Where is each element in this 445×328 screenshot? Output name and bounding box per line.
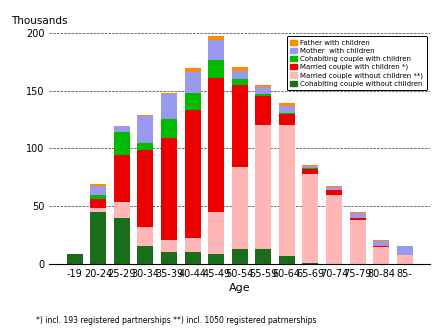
Bar — [373, 247, 389, 264]
Bar — [208, 212, 224, 254]
Bar — [303, 166, 319, 168]
Bar — [255, 85, 271, 87]
Bar — [373, 241, 389, 246]
Bar — [373, 240, 389, 241]
Bar — [208, 36, 224, 40]
Bar — [185, 238, 201, 252]
Bar — [90, 195, 106, 199]
Bar — [303, 169, 319, 174]
Bar — [232, 85, 248, 167]
X-axis label: Age: Age — [229, 283, 251, 293]
Bar — [208, 78, 224, 212]
Bar — [326, 195, 342, 264]
Bar — [161, 252, 177, 264]
Bar — [114, 202, 130, 218]
Bar — [303, 168, 319, 169]
Bar — [90, 186, 106, 195]
Bar — [67, 254, 83, 264]
Bar — [255, 94, 271, 96]
Bar — [255, 125, 271, 249]
Bar — [114, 218, 130, 264]
Bar — [185, 72, 201, 93]
Bar — [326, 190, 342, 195]
Bar — [279, 125, 295, 256]
Bar — [208, 40, 224, 60]
Bar — [90, 184, 106, 186]
Bar — [303, 174, 319, 263]
Bar — [232, 71, 248, 79]
Bar — [255, 87, 271, 94]
Bar — [185, 252, 201, 264]
Bar — [350, 212, 366, 213]
Bar — [161, 240, 177, 252]
Bar — [208, 60, 224, 78]
Bar — [114, 155, 130, 202]
Bar — [326, 187, 342, 190]
Bar — [255, 96, 271, 125]
Bar — [232, 67, 248, 71]
Bar — [138, 150, 154, 227]
Bar — [396, 246, 413, 255]
Bar — [396, 255, 413, 264]
Bar — [138, 143, 154, 150]
Bar — [138, 116, 154, 143]
Bar — [185, 110, 201, 238]
Legend: Father with children, Mother  with children, Cohabiting couple with children, Ma: Father with children, Mother with childr… — [287, 36, 426, 90]
Text: Thousands: Thousands — [12, 16, 68, 26]
Bar — [90, 199, 106, 208]
Bar — [279, 106, 295, 113]
Bar — [208, 254, 224, 264]
Bar — [185, 69, 201, 72]
Bar — [350, 213, 366, 218]
Bar — [350, 218, 366, 220]
Bar — [279, 103, 295, 106]
Bar — [303, 165, 319, 166]
Bar — [114, 132, 130, 155]
Bar — [373, 246, 389, 247]
Bar — [161, 94, 177, 119]
Bar — [138, 115, 154, 116]
Bar — [138, 246, 154, 264]
Bar — [279, 114, 295, 125]
Bar — [255, 249, 271, 264]
Bar — [232, 79, 248, 85]
Bar — [161, 93, 177, 94]
Bar — [161, 119, 177, 138]
Bar — [138, 227, 154, 246]
Bar — [161, 138, 177, 240]
Bar — [350, 220, 366, 264]
Bar — [232, 249, 248, 264]
Bar — [185, 93, 201, 110]
Bar — [90, 208, 106, 212]
Bar — [279, 256, 295, 264]
Bar — [303, 263, 319, 264]
Bar — [232, 167, 248, 249]
Bar — [90, 212, 106, 264]
Text: *) incl. 193 registered partnerships **) incl. 1050 registered patrnerships: *) incl. 193 registered partnerships **)… — [36, 316, 316, 325]
Bar — [326, 186, 342, 187]
Bar — [279, 113, 295, 114]
Bar — [114, 126, 130, 132]
